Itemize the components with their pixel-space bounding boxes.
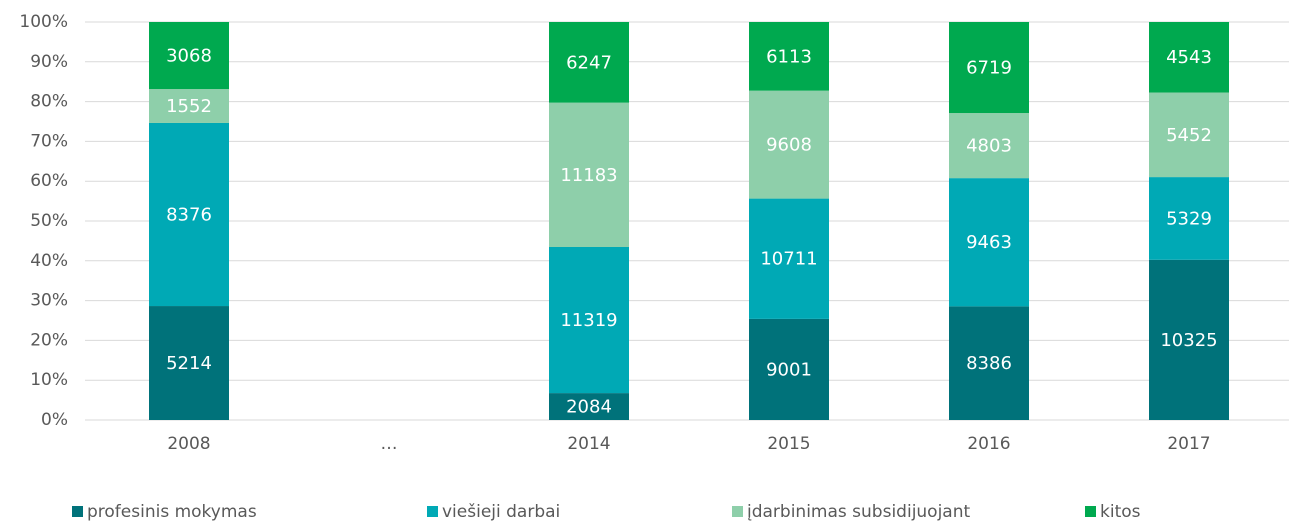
legend-label: įdarbinimas subsidijuojant bbox=[747, 502, 971, 522]
data-label: 10325 bbox=[1160, 330, 1217, 351]
bar-segment bbox=[949, 306, 1029, 420]
legend-label: viešieji darbai bbox=[442, 502, 560, 522]
y-tick-label: 20% bbox=[30, 330, 68, 350]
bar-segment bbox=[549, 246, 629, 394]
bar-segment bbox=[549, 393, 629, 420]
data-label: 9608 bbox=[766, 135, 812, 156]
data-label: 1552 bbox=[166, 96, 212, 117]
bar-segment bbox=[749, 90, 829, 199]
data-label: 4803 bbox=[966, 136, 1012, 157]
y-tick-label: 50% bbox=[30, 211, 68, 231]
bar-segment bbox=[1149, 259, 1229, 420]
legend-label: profesinis mokymas bbox=[87, 502, 257, 522]
bar-segment bbox=[749, 198, 829, 319]
y-tick-label: 80% bbox=[30, 92, 68, 112]
x-tick-label: 2014 bbox=[567, 434, 610, 454]
y-tick-label: 40% bbox=[30, 251, 68, 271]
data-label: 11183 bbox=[560, 165, 617, 186]
data-label: 10711 bbox=[760, 249, 817, 270]
x-tick-label: 2017 bbox=[1167, 434, 1210, 454]
data-label: 5329 bbox=[1166, 208, 1212, 229]
data-label: 6113 bbox=[766, 46, 812, 67]
y-tick-label: 100% bbox=[19, 12, 68, 32]
data-label: 8376 bbox=[166, 205, 212, 226]
x-tick-label: … bbox=[381, 434, 398, 454]
bar-segment bbox=[149, 122, 229, 307]
legend-swatch bbox=[427, 506, 438, 517]
y-tick-label: 70% bbox=[30, 131, 68, 151]
bar-segment bbox=[149, 89, 229, 123]
y-tick-label: 90% bbox=[30, 52, 68, 72]
data-label: 11319 bbox=[560, 310, 617, 331]
bar-segment bbox=[149, 306, 229, 420]
data-label: 5452 bbox=[1166, 125, 1212, 146]
legend-swatch bbox=[1085, 506, 1096, 517]
bar-segment bbox=[949, 22, 1029, 114]
data-label: 5214 bbox=[166, 353, 212, 374]
bar-segment bbox=[549, 102, 629, 247]
bar-segment bbox=[749, 318, 829, 420]
y-tick-label: 30% bbox=[30, 291, 68, 311]
bar-segment bbox=[949, 113, 1029, 179]
x-tick-label: 2016 bbox=[967, 434, 1010, 454]
data-label: 6247 bbox=[566, 52, 612, 73]
bar-segment bbox=[149, 22, 229, 90]
legend-swatch bbox=[732, 506, 743, 517]
bar-segment bbox=[1149, 92, 1229, 178]
bar-segment bbox=[1149, 22, 1229, 93]
data-label: 4543 bbox=[1166, 47, 1212, 68]
data-label: 3068 bbox=[166, 46, 212, 67]
data-label: 6719 bbox=[966, 58, 1012, 79]
data-label: 9001 bbox=[766, 359, 812, 380]
bar-segment bbox=[549, 22, 629, 103]
y-tick-label: 10% bbox=[30, 370, 68, 390]
data-label: 8386 bbox=[966, 353, 1012, 374]
bar-segment bbox=[749, 22, 829, 91]
x-tick-label: 2015 bbox=[767, 434, 810, 454]
data-label: 2084 bbox=[566, 397, 612, 418]
x-tick-label: 2008 bbox=[167, 434, 210, 454]
y-tick-label: 60% bbox=[30, 171, 68, 191]
y-tick-label: 0% bbox=[41, 410, 68, 430]
data-label: 9463 bbox=[966, 232, 1012, 253]
bar-segment bbox=[1149, 177, 1229, 260]
legend-label: kitos bbox=[1100, 502, 1141, 522]
bar-segment bbox=[949, 178, 1029, 307]
legend-swatch bbox=[72, 506, 83, 517]
